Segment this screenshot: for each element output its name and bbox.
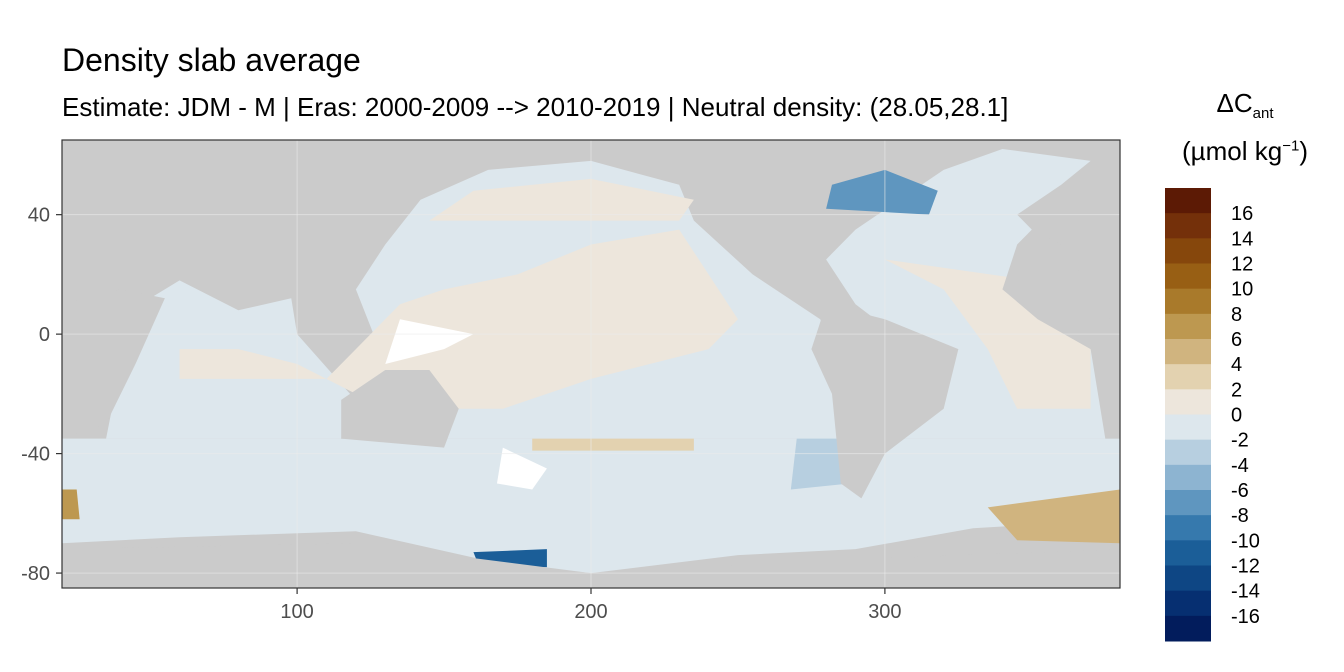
region-tropical-pacific: [179, 229, 738, 409]
legend-label: 16: [1231, 203, 1253, 225]
legend-label: -2: [1231, 430, 1249, 452]
legend-unit-close: ): [1299, 136, 1308, 166]
y-tick-label: -80: [21, 563, 50, 585]
region-south-pacific-warm-band: [532, 438, 694, 451]
legend-label: -10: [1231, 530, 1260, 552]
land-antarctica: [62, 543, 1120, 588]
legend-swatch: [1165, 213, 1211, 239]
legend-label: 6: [1231, 329, 1242, 351]
legend-label: -14: [1231, 581, 1260, 603]
legend-swatch: [1165, 565, 1211, 592]
nodata-indonesia: [385, 319, 474, 364]
legend-label: 12: [1231, 254, 1253, 276]
legend-title-sub: ant: [1252, 105, 1274, 123]
region-west-edge-anomaly: [62, 489, 80, 520]
legend-swatch: [1165, 515, 1211, 541]
legend-label: 14: [1231, 228, 1253, 250]
legend-title-main: ΔC: [1216, 88, 1253, 118]
legend-label: -8: [1231, 505, 1249, 527]
region-weddell-sea: [987, 489, 1120, 544]
legend-unit-exp: −1: [1282, 137, 1300, 155]
legend-label: -6: [1231, 480, 1249, 502]
legend-swatch: [1165, 490, 1211, 516]
legend-swatch: [1165, 389, 1211, 415]
legend-label: 4: [1231, 354, 1242, 376]
x-tick-label: 300: [868, 601, 901, 623]
legend-swatch: [1165, 188, 1211, 214]
legend-swatch: [1165, 263, 1211, 290]
legend-swatch: [1165, 339, 1211, 365]
x-tick-label: 200: [574, 601, 607, 623]
legend-label: -12: [1231, 556, 1260, 578]
region-north-atlantic-subpolar: [826, 169, 938, 215]
land-africa-west: [1002, 229, 1120, 439]
legend-label: 0: [1231, 405, 1242, 427]
y-tick-label: 0: [39, 324, 50, 346]
legend-swatch: [1165, 288, 1211, 315]
legend-swatch: [1165, 540, 1211, 566]
legend-swatch: [1165, 414, 1211, 441]
legend-label: 2: [1231, 379, 1242, 401]
legend-swatch: [1165, 615, 1211, 642]
legend-label: -16: [1231, 606, 1260, 628]
chart-subtitle: Estimate: JDM - M | Eras: 2000-2009 --> …: [62, 92, 1009, 122]
legend-swatch: [1165, 590, 1211, 617]
legend-swatch: [1165, 464, 1211, 491]
legend-swatch: [1165, 238, 1211, 264]
legend-title: ΔCant (µmol kg−1): [1160, 88, 1330, 167]
land-australia: [341, 369, 459, 448]
y-tick-label: -40: [21, 444, 50, 466]
y-tick-label: 40: [28, 205, 50, 227]
legend-label: 10: [1231, 279, 1253, 301]
land-africa-east: [62, 289, 165, 439]
legend-unit: (µmol kg: [1182, 136, 1283, 166]
legend-swatch: [1165, 313, 1211, 340]
legend-colorbar: 16 14 12 10 8 6 4 2 0 -2 -4 -6 -8 -10 -12 -14 -16: [1165, 188, 1260, 642]
region-north-pacific: [429, 178, 694, 221]
legend-swatch: [1165, 364, 1211, 390]
chart-title: Density slab average: [62, 42, 361, 78]
legend-swatch: [1165, 439, 1211, 466]
nodata-new-zealand: [496, 447, 547, 490]
legend-label: 8: [1231, 304, 1242, 326]
legend-label: -4: [1231, 455, 1249, 477]
x-tick-label: 100: [280, 601, 313, 623]
